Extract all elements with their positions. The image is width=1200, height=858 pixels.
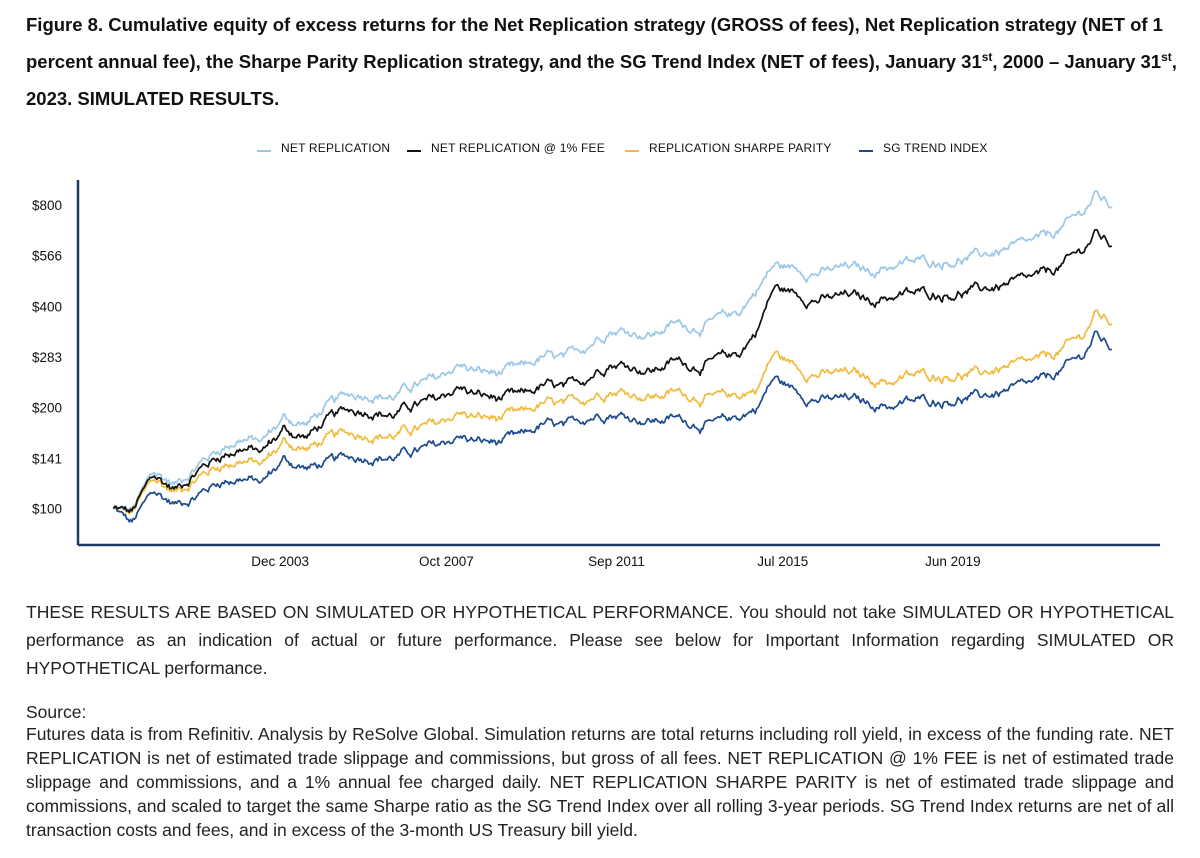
y-tick-label: $141 [32, 452, 62, 467]
series-lines [112, 190, 1113, 523]
legend-label-sharpe-parity: REPLICATION SHARPE PARITY [649, 141, 832, 155]
x-tick-label: Dec 2003 [251, 554, 309, 569]
y-tick-label: $283 [32, 350, 62, 365]
figure-title: Figure 8. Cumulative equity of excess re… [26, 6, 1186, 117]
series-line-sharpe-parity [112, 309, 1113, 515]
figure-title-part-3: , 2023. SIMULATED RESULTS. [26, 51, 1177, 109]
legend-label-net-replication: NET REPLICATION [281, 141, 391, 155]
y-tick-label: $200 [32, 401, 62, 416]
y-tick-label: $566 [32, 249, 62, 264]
legend-label-sg-trend: SG TREND INDEX [883, 141, 988, 155]
legend-swatch-sharpe-parity [625, 150, 639, 152]
x-tick-label: Jul 2015 [757, 554, 808, 569]
source-heading: Source: [26, 702, 87, 722]
y-tick-label: $800 [32, 198, 62, 213]
legend-swatch-sg-trend [859, 150, 873, 152]
legend-swatch-net-replication [257, 150, 271, 152]
y-tick-labels: $100 $141 $200 $283 $400 $566 $800 [32, 198, 62, 517]
y-tick-label: $400 [32, 299, 62, 314]
figure-title-part-1: Figure 8. Cumulative equity of excess re… [26, 14, 1163, 72]
y-tick-label: $100 [32, 502, 62, 517]
x-tick-label: Jun 2019 [925, 554, 981, 569]
legend-swatch-net-replication-fee [407, 150, 421, 152]
series-line-net-replication-fee [112, 228, 1113, 514]
x-tick-label: Sep 2011 [588, 554, 645, 569]
x-tick-labels: Dec 2003 Oct 2007 Sep 2011 Jul 2015 Jun 2019 [251, 554, 980, 569]
equity-chart: $100 $141 $200 $283 $400 $566 $800 Dec 2003 Oct… [32, 180, 1160, 569]
figure-title-part-2: , 2000 – January 31 [992, 51, 1162, 72]
x-tick-label: Oct 2007 [419, 554, 474, 569]
series-line-sg-trend [112, 330, 1113, 523]
figure-title-sup-1: st [981, 49, 993, 64]
simulated-results-disclaimer: THESE RESULTS ARE BASED ON SIMULATED OR … [26, 602, 1174, 678]
source-text: Futures data is from Refinitiv. Analysis… [26, 724, 1174, 840]
series-line-net-replication [112, 190, 1113, 512]
chart-legend: NET REPLICATION NET REPLICATION @ 1% FEE… [0, 141, 1200, 161]
figure-title-sup-2: st [1161, 49, 1172, 64]
legend-label-net-replication-fee: NET REPLICATION @ 1% FEE [431, 141, 605, 155]
